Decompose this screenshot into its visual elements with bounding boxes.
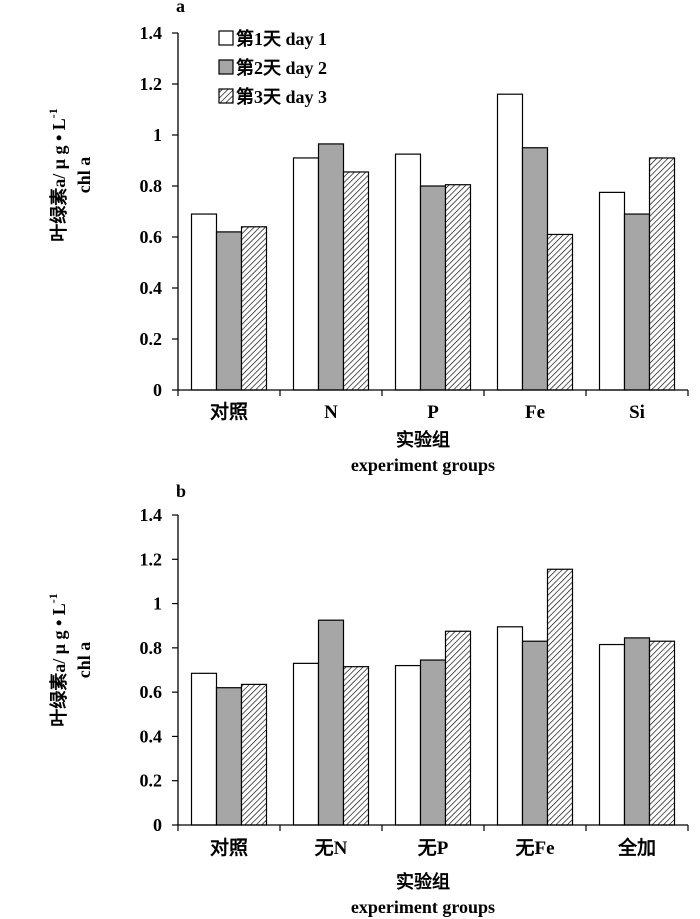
y-tick-label: 0.8 xyxy=(140,176,163,196)
y-tick-label: 1 xyxy=(153,125,162,145)
y-tick-label: 0.6 xyxy=(140,682,163,702)
x-category-label: 无N xyxy=(315,838,348,859)
legend-swatch xyxy=(218,30,234,46)
bar-b-对照-day2 xyxy=(215,687,243,826)
legend-swatch xyxy=(218,59,234,75)
y-tick-label: 1 xyxy=(153,594,162,614)
bar-b-无Fe-day3 xyxy=(546,568,574,826)
bar-a-P-day1 xyxy=(394,153,422,391)
legend-label: 第1天 day 1 xyxy=(236,28,327,49)
bar-b-全加-day2 xyxy=(623,637,651,826)
bar-a-Fe-day3 xyxy=(546,233,574,391)
bar-b-无P-day2 xyxy=(419,659,447,826)
x-category-label: 无Fe xyxy=(515,838,554,859)
y-axis-title-en: chl a xyxy=(74,157,94,194)
y-tick-label: 1.2 xyxy=(140,74,163,94)
bar-a-P-day3 xyxy=(444,184,472,391)
legend: 第1天 day 1 第2天 day 2 第3天 day 3 xyxy=(218,28,327,107)
bar-a-对照-day2 xyxy=(215,231,243,391)
bar-b-无P-day1 xyxy=(394,664,422,826)
y-axis-title: 叶绿素a/ μ g • L-1 xyxy=(46,108,69,242)
x-axis-title: 实验组 xyxy=(396,871,450,892)
y-tick-label: 0.4 xyxy=(140,726,163,746)
bar-a-Fe-day1 xyxy=(496,93,524,391)
bar-b-无Fe-day2 xyxy=(521,640,549,826)
bar-a-N-day2 xyxy=(317,143,345,391)
bar-a-N-day1 xyxy=(292,157,320,391)
bar-a-Fe-day2 xyxy=(521,147,549,391)
y-tick-label: 0.8 xyxy=(140,638,163,658)
x-category-label: N xyxy=(324,402,338,423)
legend-label: 第2天 day 2 xyxy=(236,57,327,78)
bar-a-对照-day3 xyxy=(240,226,268,391)
bar-a-N-day3 xyxy=(342,171,370,391)
y-axis-title: 叶绿素a/ μ g • L-1 xyxy=(46,593,69,727)
legend-label: 第3天 day 3 xyxy=(236,86,327,107)
bar-a-P-day2 xyxy=(419,185,447,391)
bar-a-对照-day1 xyxy=(190,213,218,391)
panel-label: b xyxy=(176,481,186,501)
bar-b-无P-day3 xyxy=(444,630,472,826)
bar-b-对照-day3 xyxy=(240,683,268,826)
y-tick-label: 0.6 xyxy=(140,227,163,247)
bar-a-Si-day2 xyxy=(623,213,651,391)
bar-b-对照-day1 xyxy=(190,672,218,826)
bar-b-无N-day1 xyxy=(292,662,320,826)
bar-b-全加-day1 xyxy=(598,643,626,826)
bar-b-无Fe-day1 xyxy=(496,626,524,826)
y-tick-label: 0.2 xyxy=(140,771,163,791)
y-tick-label: 1.2 xyxy=(140,549,163,569)
y-tick-label: 0.4 xyxy=(140,278,163,298)
panel-label: a xyxy=(176,0,185,16)
x-axis-title-en: experiment groups xyxy=(351,455,495,475)
bar-a-Si-day3 xyxy=(648,157,676,391)
x-category-label: 无P xyxy=(418,838,449,859)
x-category-label: 全加 xyxy=(617,836,656,859)
y-tick-label: 1.4 xyxy=(140,505,163,525)
chart-panel-a: a 0 0.2 0.4 0.6 0.8 1 1.2 1.4 对照 N P Fe Si 实验组 experime… xyxy=(46,0,689,475)
x-category-label: 对照 xyxy=(210,400,248,423)
x-axis-title: 实验组 xyxy=(396,429,450,450)
y-tick-label: 1.4 xyxy=(140,23,163,43)
x-axis-title-en: experiment groups xyxy=(351,897,495,917)
x-category-label: Si xyxy=(629,402,645,423)
y-tick-label: 0 xyxy=(153,815,162,835)
y-tick-label: 0 xyxy=(153,380,162,400)
x-category-label: P xyxy=(427,402,439,423)
bar-a-Si-day1 xyxy=(598,191,626,391)
x-category-label: 对照 xyxy=(210,836,248,859)
bar-b-无N-day3 xyxy=(342,666,370,826)
x-category-label: Fe xyxy=(525,402,545,423)
y-tick-label: 0.2 xyxy=(140,329,163,349)
legend-swatch xyxy=(218,88,234,104)
y-axis-title-en: chl a xyxy=(74,642,94,679)
bar-b-无N-day2 xyxy=(317,619,345,826)
bar-b-全加-day3 xyxy=(648,640,676,826)
